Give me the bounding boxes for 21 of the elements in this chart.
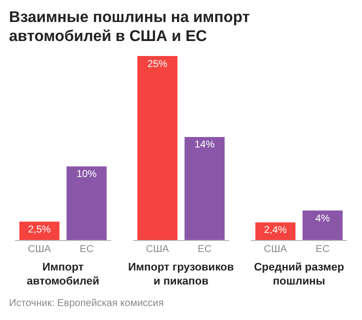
series-label: ЕС <box>80 244 94 255</box>
x-tick-label: Средний размер пошлины <box>254 262 344 288</box>
bar <box>184 136 225 240</box>
chart-title: Взаимные пошлины на импорт автомобилей в США и ЕС <box>9 8 251 46</box>
text: США <box>264 244 287 255</box>
data-label: 25% <box>147 58 168 70</box>
bar <box>137 56 178 240</box>
data-label: 10% <box>76 169 97 180</box>
data-label: 2,4% <box>264 225 287 236</box>
data-label: 2,5% <box>28 224 51 236</box>
data-label: 4% <box>315 213 330 224</box>
bar <box>302 210 343 240</box>
bar <box>66 166 107 240</box>
x-tick-label: Импорт грузовиков и пикапов <box>128 262 234 288</box>
x-tick-label: Импорт автомобилей <box>26 262 100 288</box>
data-label: 14% <box>194 140 215 151</box>
text: ЕС <box>316 244 330 255</box>
text: Источник: Европейская комиссия <box>9 298 164 309</box>
series-label: США <box>28 244 52 255</box>
text: США <box>146 244 169 255</box>
text: ЕС <box>198 244 212 255</box>
